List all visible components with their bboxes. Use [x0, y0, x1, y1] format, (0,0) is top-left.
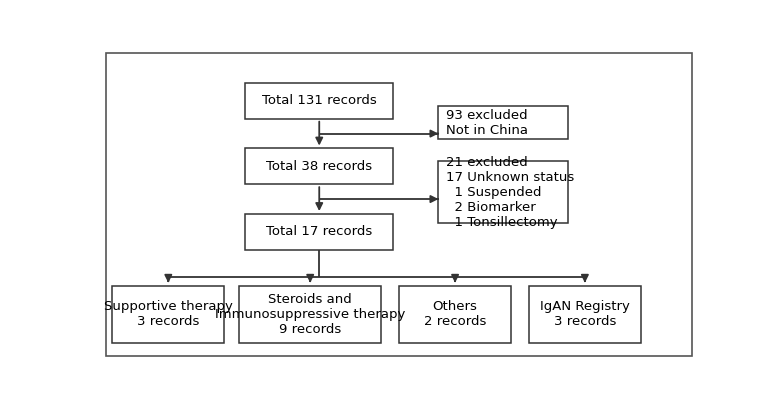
Bar [245, 148, 393, 184]
Text: 21 excluded
17 Unknown status
  1 Suspended
  2 Biomarker
  1 Tonsillectomy: 21 excluded 17 Unknown status 1 Suspende… [446, 156, 574, 228]
Bar [439, 161, 568, 223]
Bar [112, 286, 224, 343]
Text: 93 excluded
Not in China: 93 excluded Not in China [446, 109, 527, 136]
Text: Supportive therapy
3 records: Supportive therapy 3 records [104, 301, 233, 328]
Text: Total 131 records: Total 131 records [262, 94, 376, 107]
Bar [245, 214, 393, 250]
Text: Total 17 records: Total 17 records [266, 225, 372, 238]
Text: Total 38 records: Total 38 records [266, 160, 372, 173]
Text: Steroids and
Immunosuppressive therapy
9 records: Steroids and Immunosuppressive therapy 9… [215, 293, 405, 336]
Bar [439, 106, 568, 139]
Text: IgAN Registry
3 records: IgAN Registry 3 records [540, 301, 629, 328]
Bar [529, 286, 640, 343]
Bar [239, 286, 381, 343]
Bar [399, 286, 511, 343]
Bar [245, 83, 393, 119]
Text: Others
2 records: Others 2 records [424, 301, 486, 328]
